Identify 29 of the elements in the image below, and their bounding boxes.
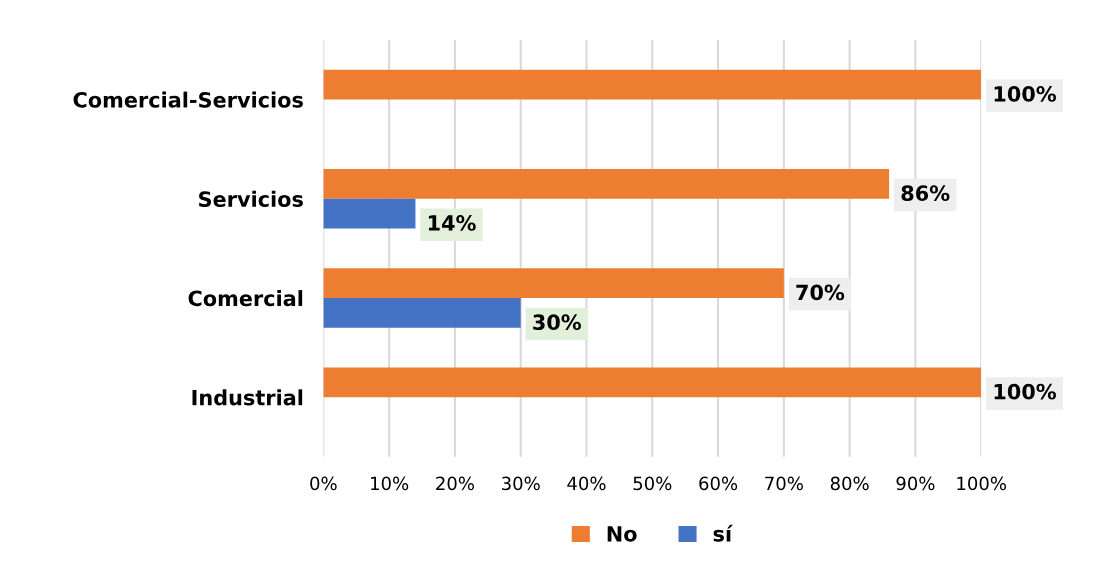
x-tick-label: 60% [699, 476, 738, 491]
x-tick-label: 30% [502, 476, 540, 491]
x-tick-label: 50% [633, 476, 672, 491]
x-tick-label: 10% [371, 476, 409, 491]
x-tick-label: 90% [896, 476, 935, 491]
x-tick-label: 80% [830, 476, 869, 491]
y-tick-label: Comercial-Servicios [73, 91, 303, 108]
legend-label: sí [713, 524, 733, 542]
y-tick-label: Servicios [199, 190, 303, 207]
data-label: 86% [901, 185, 950, 202]
bar [323, 298, 521, 328]
data-label: 70% [796, 284, 845, 301]
x-tick-label: 70% [765, 476, 803, 491]
bar [323, 168, 890, 199]
bar [323, 367, 982, 398]
y-tick-label: Comercial [188, 290, 303, 307]
data-label: 100% [994, 383, 1057, 400]
y-tick-label: Industrial [192, 389, 303, 406]
x-tick-label: 40% [567, 476, 606, 491]
x-tick-label: 0% [310, 476, 337, 491]
data-label: 14% [428, 215, 476, 231]
x-tick-label: 20% [436, 476, 474, 491]
x-tick-label: 100% [957, 476, 1007, 491]
bar [323, 268, 784, 299]
data-label: 30% [533, 314, 582, 331]
bar [323, 69, 982, 100]
data-label: 100% [994, 86, 1057, 102]
legend-label: No [607, 526, 637, 542]
bar [323, 198, 416, 229]
